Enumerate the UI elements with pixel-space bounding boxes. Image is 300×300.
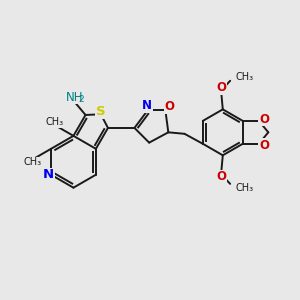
Text: NH: NH	[66, 91, 83, 103]
Text: O: O	[165, 100, 175, 113]
Text: 2: 2	[78, 94, 84, 103]
Text: N: N	[142, 99, 152, 112]
Text: CH₃: CH₃	[236, 183, 253, 193]
Text: S: S	[96, 105, 106, 119]
Text: O: O	[259, 139, 269, 152]
Text: O: O	[216, 81, 226, 94]
Text: N: N	[43, 168, 54, 181]
Text: CH₃: CH₃	[236, 72, 253, 82]
Text: CH₃: CH₃	[23, 158, 41, 167]
Text: O: O	[216, 170, 226, 183]
Text: CH₃: CH₃	[46, 117, 64, 127]
Text: O: O	[259, 113, 269, 126]
